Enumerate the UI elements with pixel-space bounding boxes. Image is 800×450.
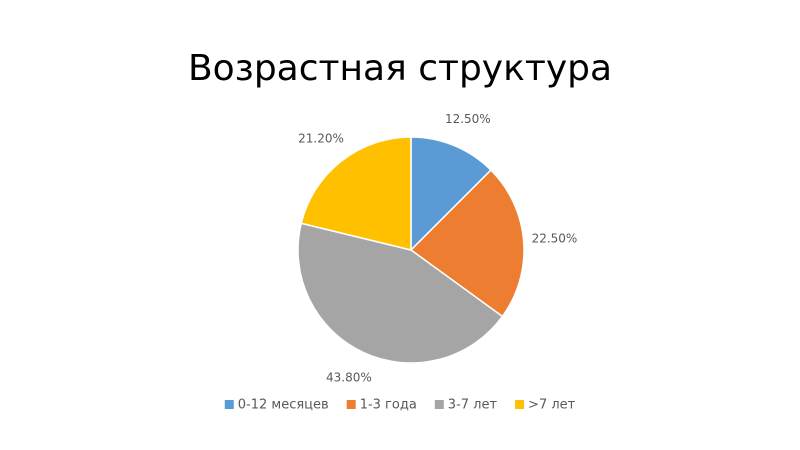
legend-swatch <box>224 400 234 409</box>
data-label: 12.50% <box>445 112 491 126</box>
pie-slice <box>409 169 525 318</box>
legend-swatch <box>434 400 444 409</box>
legend-swatch <box>346 400 356 409</box>
legend-label: >7 лет <box>528 398 576 413</box>
pie-slice <box>300 136 412 251</box>
chart-title: Возрастная структура <box>188 48 612 89</box>
legend-label: 0-12 месяцев <box>238 398 329 413</box>
data-label: 21.20% <box>298 132 344 146</box>
legend-label: 1-3 года <box>360 398 417 413</box>
data-label: 43.80% <box>326 370 372 384</box>
data-label: 22.50% <box>532 231 578 245</box>
pie-slice <box>410 136 492 252</box>
legend-swatch <box>515 400 525 409</box>
pie-slice <box>297 222 504 364</box>
legend-label: 3-7 лет <box>448 398 498 413</box>
